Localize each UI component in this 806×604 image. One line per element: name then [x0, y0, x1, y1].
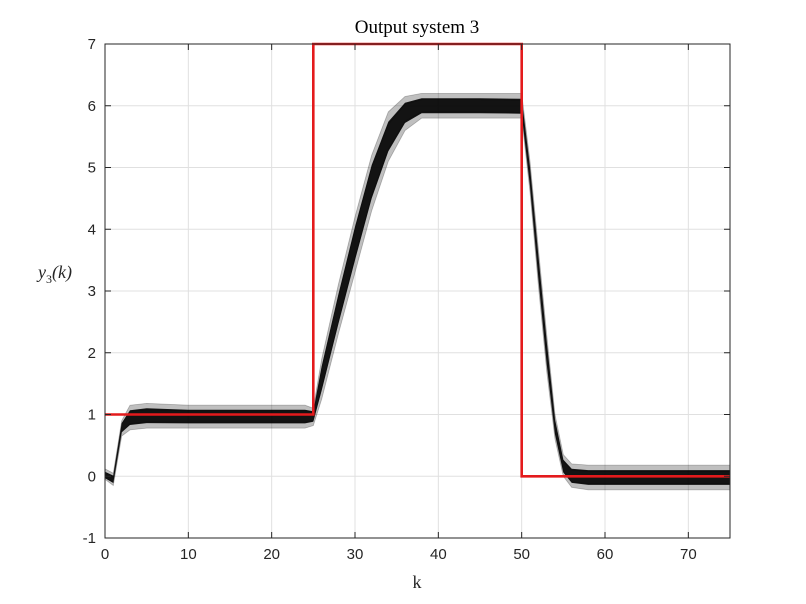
x-tick-label: 10 [180, 546, 197, 563]
y-tick-label: 5 [88, 160, 96, 177]
x-tick-label: 60 [597, 546, 614, 563]
x-tick-label: 50 [513, 546, 530, 563]
y-axis-ticks: -1 0 1 2 3 4 5 6 7 [83, 36, 730, 547]
y-tick-label: 3 [88, 283, 96, 300]
y-tick-label: 4 [88, 221, 96, 238]
output-band [104, 93, 730, 491]
y-axis-title-arg: (k) [52, 262, 72, 283]
chart-title: Output system 3 [355, 17, 480, 38]
y-tick-label: 7 [88, 36, 96, 53]
y-tick-label: 2 [88, 345, 96, 362]
output-trace [104, 111, 730, 485]
y-tick-label: -1 [83, 530, 96, 547]
output-trace [104, 93, 730, 474]
x-tick-label: 0 [101, 546, 109, 563]
x-axis-ticks: 0 10 20 30 40 50 60 70 [101, 44, 697, 563]
output-trace [104, 117, 730, 491]
output-trace [104, 99, 730, 477]
x-axis-title: k [413, 572, 422, 592]
y-tick-label: 1 [88, 407, 96, 424]
x-tick-label: 30 [347, 546, 364, 563]
y-tick-label: 6 [88, 98, 96, 115]
x-tick-label: 40 [430, 546, 447, 563]
x-tick-label: 20 [263, 546, 280, 563]
y-tick-label: 0 [88, 468, 96, 485]
y-axis-title: y3(k) [36, 262, 72, 286]
y-axis-title-base: y [36, 262, 46, 282]
y-axis-title-sub: 3 [46, 272, 52, 286]
x-tick-label: 70 [680, 546, 697, 563]
